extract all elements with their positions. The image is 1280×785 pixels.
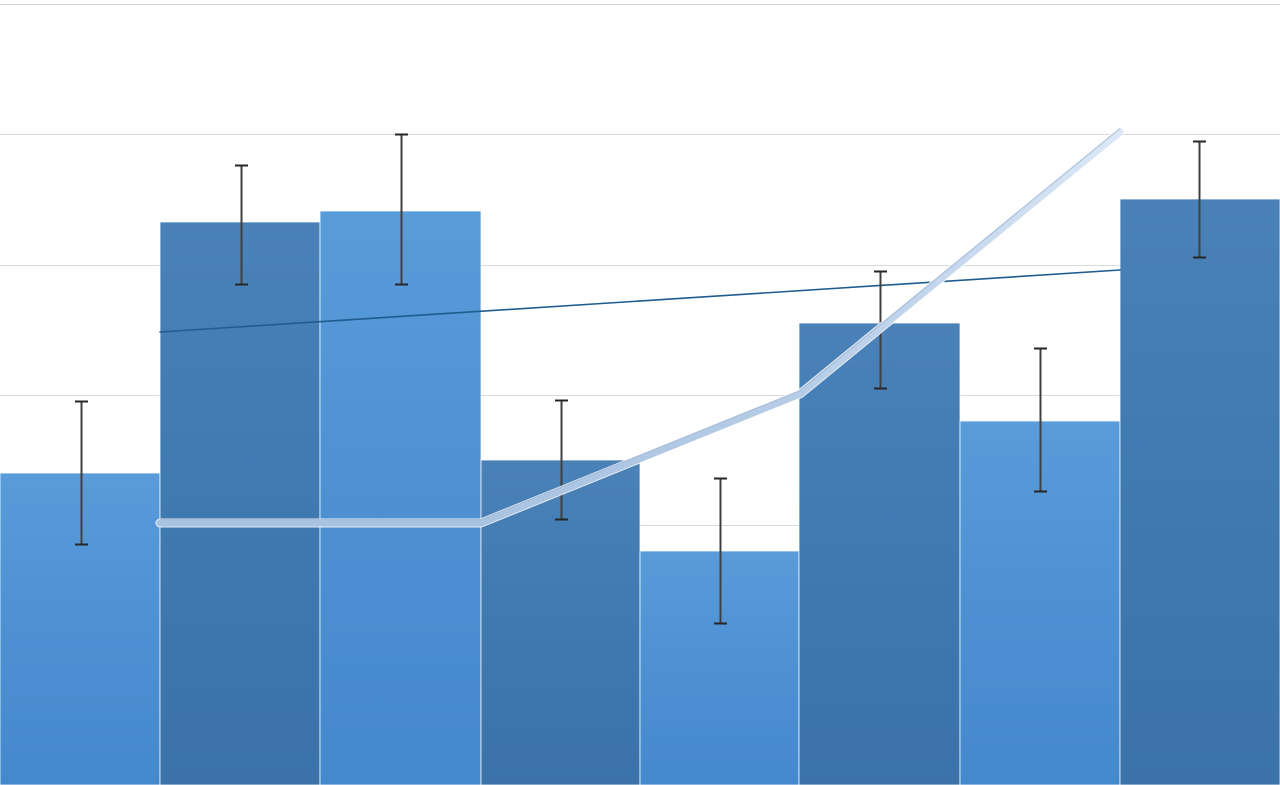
average-line-series: [155, 127, 1125, 528]
error-bar-2: [235, 164, 248, 286]
bar-8[interactable]: [1119, 198, 1280, 785]
error-bars: [75, 133, 1206, 625]
error-bar-4: [555, 399, 568, 521]
bar-series: [0, 198, 1280, 785]
average-line-path: [156, 128, 1124, 527]
average-line-highlight: [159, 128, 1121, 520]
bar-2[interactable]: [159, 221, 321, 785]
bar-5[interactable]: [639, 550, 800, 785]
error-bar-1: [75, 400, 88, 546]
error-bar-3: [395, 133, 408, 286]
bar-1[interactable]: [0, 472, 161, 785]
trend-line-path: [159, 269, 1121, 333]
error-bar-9: [1193, 140, 1206, 259]
bar-3[interactable]: [319, 210, 482, 785]
trend-line-series: [159, 269, 1121, 333]
error-bar-7: [1034, 347, 1047, 493]
bar-6[interactable]: [798, 322, 961, 785]
error-bar-5: [714, 477, 727, 625]
